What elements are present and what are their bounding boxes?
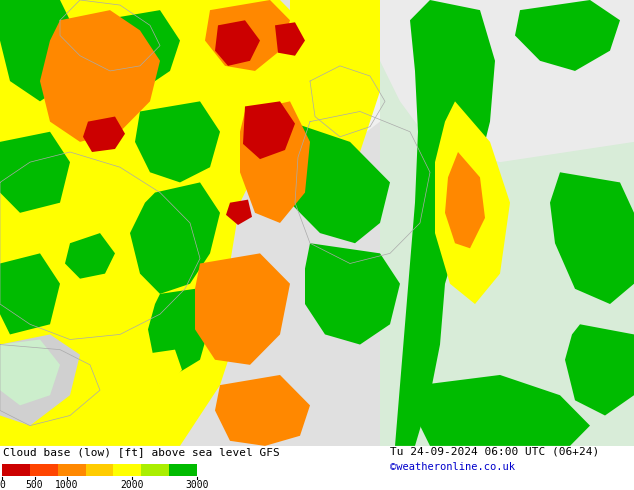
Polygon shape xyxy=(260,112,390,243)
Polygon shape xyxy=(83,117,125,152)
Text: 1000: 1000 xyxy=(55,480,79,490)
Polygon shape xyxy=(240,101,310,223)
Bar xyxy=(58,464,86,476)
Polygon shape xyxy=(65,233,115,279)
Polygon shape xyxy=(565,324,634,416)
Text: 2000: 2000 xyxy=(120,480,144,490)
Polygon shape xyxy=(130,182,220,294)
Polygon shape xyxy=(415,375,590,446)
Text: 0: 0 xyxy=(0,480,5,490)
Bar xyxy=(30,464,58,476)
Polygon shape xyxy=(147,355,172,383)
Polygon shape xyxy=(0,340,60,405)
Polygon shape xyxy=(515,0,620,71)
Polygon shape xyxy=(215,375,310,446)
Polygon shape xyxy=(0,334,80,426)
Polygon shape xyxy=(195,253,290,365)
Polygon shape xyxy=(435,101,510,304)
Polygon shape xyxy=(226,199,252,225)
Polygon shape xyxy=(285,0,400,152)
Bar xyxy=(141,464,169,476)
Polygon shape xyxy=(380,0,634,162)
Polygon shape xyxy=(380,0,634,446)
Polygon shape xyxy=(205,0,290,71)
Polygon shape xyxy=(305,243,400,344)
Text: Cloud base (low) [ft] above sea level GFS: Cloud base (low) [ft] above sea level GF… xyxy=(3,447,280,457)
Text: ©weatheronline.co.uk: ©weatheronline.co.uk xyxy=(390,462,515,472)
Polygon shape xyxy=(0,253,60,334)
Polygon shape xyxy=(134,350,182,385)
Text: Tu 24-09-2024 06:00 UTC (06+24): Tu 24-09-2024 06:00 UTC (06+24) xyxy=(390,447,599,457)
Polygon shape xyxy=(148,289,210,375)
Polygon shape xyxy=(0,132,70,213)
Polygon shape xyxy=(275,22,305,56)
Polygon shape xyxy=(550,172,634,304)
Polygon shape xyxy=(243,101,295,159)
Polygon shape xyxy=(40,10,160,142)
Polygon shape xyxy=(215,20,260,66)
Bar xyxy=(169,464,197,476)
Polygon shape xyxy=(445,152,485,248)
Polygon shape xyxy=(0,0,80,101)
Polygon shape xyxy=(280,0,380,182)
Polygon shape xyxy=(135,101,220,182)
Bar xyxy=(113,464,141,476)
Polygon shape xyxy=(395,0,495,446)
Bar xyxy=(2,464,30,476)
Polygon shape xyxy=(0,0,320,446)
Bar xyxy=(86,464,113,476)
Text: 500: 500 xyxy=(26,480,43,490)
Text: 3000: 3000 xyxy=(185,480,209,490)
Polygon shape xyxy=(95,10,180,91)
